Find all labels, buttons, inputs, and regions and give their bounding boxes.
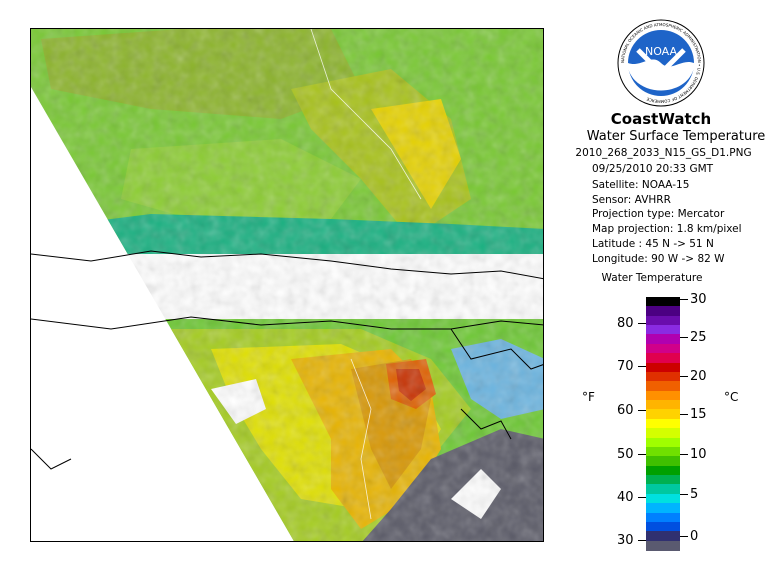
celsius-tick-label: 10 bbox=[690, 447, 707, 462]
colorbar-swatch bbox=[646, 531, 680, 542]
fahrenheit-tick-mark bbox=[638, 366, 646, 367]
fahrenheit-tick-mark bbox=[638, 410, 646, 411]
celsius-tick-mark bbox=[680, 376, 688, 377]
colorbar-swatch bbox=[646, 493, 680, 504]
fahrenheit-tick-mark bbox=[638, 497, 646, 498]
celsius-tick-mark bbox=[680, 337, 688, 338]
sensor: Sensor: AVHRR bbox=[592, 194, 671, 206]
colorbar-swatch bbox=[646, 428, 680, 439]
sst-map bbox=[31, 29, 543, 541]
noaa-logo: NOAA NATIONAL OCEANIC AND ATMOSPHERIC AD… bbox=[617, 19, 705, 107]
celsius-tick-label: 5 bbox=[690, 487, 699, 502]
colorbar-swatch bbox=[646, 362, 680, 373]
colorbar-swatch bbox=[646, 475, 680, 485]
satellite: Satellite: NOAA-15 bbox=[592, 179, 690, 191]
fahrenheit-tick-label: 30 bbox=[617, 533, 634, 548]
colorbar-swatch bbox=[646, 503, 680, 514]
colorbar-swatch bbox=[646, 353, 680, 364]
colorbar-swatch bbox=[646, 465, 680, 476]
unit-fahrenheit: °F bbox=[582, 390, 595, 404]
colorbar-swatch bbox=[646, 437, 680, 448]
colorbar bbox=[646, 297, 680, 551]
celsius-tick-label: 30 bbox=[690, 292, 707, 307]
date-time: 09/25/2010 20:33 GMT bbox=[592, 163, 714, 175]
celsius-tick-label: 20 bbox=[690, 369, 707, 384]
colorbar-swatch bbox=[646, 390, 680, 401]
colorbar-swatch bbox=[646, 400, 680, 411]
fahrenheit-tick-label: 80 bbox=[617, 316, 634, 331]
colorbar-swatch bbox=[646, 409, 680, 420]
noaa-logo-text: NOAA bbox=[645, 45, 678, 58]
colorbar-swatch bbox=[646, 381, 680, 392]
fahrenheit-tick-label: 60 bbox=[617, 403, 634, 418]
colorbar-swatch bbox=[646, 484, 680, 495]
celsius-tick-mark bbox=[680, 536, 688, 537]
celsius-tick-mark bbox=[680, 494, 688, 495]
fahrenheit-tick-mark bbox=[638, 323, 646, 324]
coastlines bbox=[31, 250, 543, 470]
projection-type: Projection type: Mercator bbox=[592, 208, 725, 220]
colorbar-swatch bbox=[646, 334, 680, 345]
map-panel bbox=[30, 28, 544, 542]
fahrenheit-tick-label: 70 bbox=[617, 359, 634, 374]
fahrenheit-tick-label: 50 bbox=[617, 447, 634, 462]
colorbar-swatch bbox=[646, 446, 680, 457]
legend-title: Water Temperature bbox=[601, 272, 703, 284]
unit-celsius: °C bbox=[724, 390, 739, 404]
map-projection: Map projection: 1.8 km/pixel bbox=[592, 223, 742, 235]
celsius-tick-mark bbox=[680, 414, 688, 415]
colorbar-swatch bbox=[646, 315, 680, 326]
celsius-tick-mark bbox=[680, 299, 688, 300]
brand-title: CoastWatch bbox=[610, 110, 712, 128]
celsius-tick-label: 15 bbox=[690, 407, 707, 422]
celsius-tick-mark bbox=[680, 454, 688, 455]
fahrenheit-tick-mark bbox=[638, 454, 646, 455]
colorbar-swatch bbox=[646, 371, 680, 382]
borders bbox=[310, 29, 422, 520]
sst-swath bbox=[31, 29, 543, 541]
filename: 2010_268_2033_N15_GS_D1.PNG bbox=[575, 147, 752, 159]
celsius-tick-label: 0 bbox=[690, 529, 699, 544]
colorbar-swatch bbox=[646, 343, 680, 354]
colorbar-swatch bbox=[646, 418, 680, 429]
colorbar-swatch bbox=[646, 512, 680, 523]
colorbar-swatch bbox=[646, 325, 680, 336]
celsius-tick-label: 25 bbox=[690, 330, 707, 345]
fahrenheit-tick-label: 40 bbox=[617, 490, 634, 505]
colorbar-swatch bbox=[646, 521, 680, 532]
latitude: Latitude : 45 N -> 51 N bbox=[592, 238, 714, 250]
colorbar-swatch bbox=[646, 456, 680, 467]
longitude: Longitude: 90 W -> 82 W bbox=[592, 253, 725, 265]
colorbar-swatch bbox=[646, 540, 680, 551]
product-title: Water Surface Temperature bbox=[586, 129, 766, 144]
colorbar-swatch bbox=[646, 306, 680, 317]
colorbar-swatch bbox=[646, 297, 680, 307]
fahrenheit-tick-mark bbox=[638, 540, 646, 541]
